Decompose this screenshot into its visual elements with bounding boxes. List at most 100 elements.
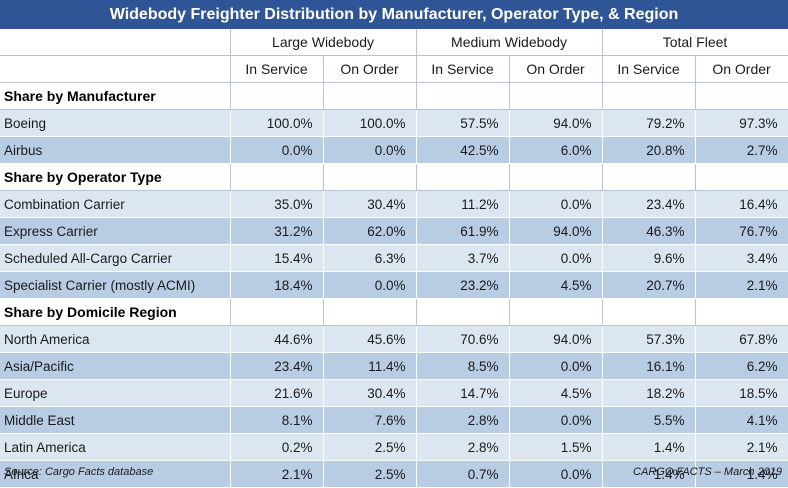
value-cell: 1.4% bbox=[602, 433, 696, 461]
value-cell: 9.6% bbox=[602, 244, 696, 272]
value-cell: 67.8% bbox=[695, 325, 788, 353]
section-blank-cell bbox=[602, 163, 696, 191]
table-row: Combination Carrier 35.0% 30.4% 11.2% 0.0% 23… bbox=[0, 190, 788, 218]
source-note: Source: Cargo Facts database bbox=[4, 466, 154, 478]
row-label: Airbus bbox=[0, 136, 231, 164]
table-row: Asia/Pacific 23.4% 11.4% 8.5% 0.0% 16.1% 6.2% bbox=[0, 352, 788, 380]
row-label: Specialist Carrier (mostly ACMI) bbox=[0, 271, 231, 299]
credit-note: CARGO FACTS – March 2019 bbox=[633, 466, 782, 478]
value-cell: 8.1% bbox=[230, 406, 324, 434]
value-cell: 7.6% bbox=[323, 406, 417, 434]
section-header-row: Share by Manufacturer bbox=[0, 82, 788, 110]
value-cell: 15.4% bbox=[230, 244, 324, 272]
value-cell: 70.6% bbox=[416, 325, 510, 353]
value-cell: 61.9% bbox=[416, 217, 510, 245]
row-label: Boeing bbox=[0, 109, 231, 137]
value-cell: 100.0% bbox=[230, 109, 324, 137]
section-blank-cell bbox=[695, 163, 788, 191]
section-blank-cell bbox=[230, 298, 324, 326]
value-cell: 20.8% bbox=[602, 136, 696, 164]
section-blank-cell bbox=[509, 82, 603, 110]
value-cell: 44.6% bbox=[230, 325, 324, 353]
value-cell: 45.6% bbox=[323, 325, 417, 353]
value-cell: 1.5% bbox=[509, 433, 603, 461]
subheader-cell: On Order bbox=[323, 55, 417, 83]
row-label: Scheduled All-Cargo Carrier bbox=[0, 244, 231, 272]
section-blank-cell bbox=[695, 82, 788, 110]
section-blank-cell bbox=[323, 163, 417, 191]
header-blank-cell bbox=[0, 29, 231, 56]
section-blank-cell bbox=[509, 298, 603, 326]
value-cell: 14.7% bbox=[416, 379, 510, 407]
value-cell: 94.0% bbox=[509, 325, 603, 353]
row-label: Europe bbox=[0, 379, 231, 407]
section-blank-cell bbox=[230, 82, 324, 110]
value-cell: 23.2% bbox=[416, 271, 510, 299]
value-cell: 3.7% bbox=[416, 244, 510, 272]
value-cell: 21.6% bbox=[230, 379, 324, 407]
value-cell: 4.5% bbox=[509, 379, 603, 407]
value-cell: 3.4% bbox=[695, 244, 788, 272]
value-cell: 57.3% bbox=[602, 325, 696, 353]
row-label: Middle East bbox=[0, 406, 231, 434]
section-blank-cell bbox=[230, 163, 324, 191]
group-header-total-fleet: Total Fleet bbox=[602, 29, 788, 56]
group-header-large-widebody: Large Widebody bbox=[230, 29, 417, 56]
section-blank-cell bbox=[416, 82, 510, 110]
table-row: Airbus 0.0% 0.0% 42.5% 6.0% 20.8% 2.7% bbox=[0, 136, 788, 164]
group-header-medium-widebody: Medium Widebody bbox=[416, 29, 603, 56]
value-cell: 6.0% bbox=[509, 136, 603, 164]
value-cell: 16.4% bbox=[695, 190, 788, 218]
table-row: North America 44.6% 45.6% 70.6% 94.0% 57.3% 67… bbox=[0, 325, 788, 353]
value-cell: 46.3% bbox=[602, 217, 696, 245]
value-cell: 16.1% bbox=[602, 352, 696, 380]
table-row: Specialist Carrier (mostly ACMI) 18.4% 0.0… bbox=[0, 271, 788, 299]
value-cell: 0.0% bbox=[509, 406, 603, 434]
section-header-row: Share by Operator Type bbox=[0, 163, 788, 191]
value-cell: 2.1% bbox=[695, 433, 788, 461]
value-cell: 30.4% bbox=[323, 190, 417, 218]
table-row: Scheduled All-Cargo Carrier 15.4% 6.3% 3.7%… bbox=[0, 244, 788, 272]
value-cell: 0.2% bbox=[230, 433, 324, 461]
section-blank-cell bbox=[602, 298, 696, 326]
section-blank-cell bbox=[602, 82, 696, 110]
value-cell: 0.0% bbox=[509, 352, 603, 380]
section-title: Share by Manufacturer bbox=[0, 82, 231, 110]
value-cell: 2.8% bbox=[416, 406, 510, 434]
value-cell: 11.2% bbox=[416, 190, 510, 218]
row-label: Asia/Pacific bbox=[0, 352, 231, 380]
table-title: Widebody Freighter Distribution by Manuf… bbox=[0, 0, 788, 29]
value-cell: 20.7% bbox=[602, 271, 696, 299]
value-cell: 94.0% bbox=[509, 109, 603, 137]
value-cell: 23.4% bbox=[230, 352, 324, 380]
section-title: Share by Domicile Region bbox=[0, 298, 231, 326]
section-blank-cell bbox=[323, 82, 417, 110]
footer: Source: Cargo Facts database CARGO FACTS… bbox=[0, 462, 788, 483]
value-cell: 4.1% bbox=[695, 406, 788, 434]
value-cell: 11.4% bbox=[323, 352, 417, 380]
value-cell: 62.0% bbox=[323, 217, 417, 245]
value-cell: 100.0% bbox=[323, 109, 417, 137]
value-cell: 30.4% bbox=[323, 379, 417, 407]
value-cell: 8.5% bbox=[416, 352, 510, 380]
value-cell: 2.8% bbox=[416, 433, 510, 461]
section-blank-cell bbox=[509, 163, 603, 191]
subheader-cell: On Order bbox=[509, 55, 603, 83]
value-cell: 94.0% bbox=[509, 217, 603, 245]
value-cell: 97.3% bbox=[695, 109, 788, 137]
subheader-row: In Service On Order In Service On Order … bbox=[0, 55, 788, 83]
value-cell: 5.5% bbox=[602, 406, 696, 434]
section-blank-cell bbox=[416, 298, 510, 326]
subheader-cell: In Service bbox=[416, 55, 510, 83]
value-cell: 0.0% bbox=[323, 136, 417, 164]
subheader-cell: On Order bbox=[695, 55, 788, 83]
subheader-blank-cell bbox=[0, 55, 231, 83]
row-label: Express Carrier bbox=[0, 217, 231, 245]
value-cell: 2.1% bbox=[695, 271, 788, 299]
value-cell: 0.0% bbox=[509, 190, 603, 218]
value-cell: 31.2% bbox=[230, 217, 324, 245]
value-cell: 79.2% bbox=[602, 109, 696, 137]
section-header-row: Share by Domicile Region bbox=[0, 298, 788, 326]
value-cell: 42.5% bbox=[416, 136, 510, 164]
